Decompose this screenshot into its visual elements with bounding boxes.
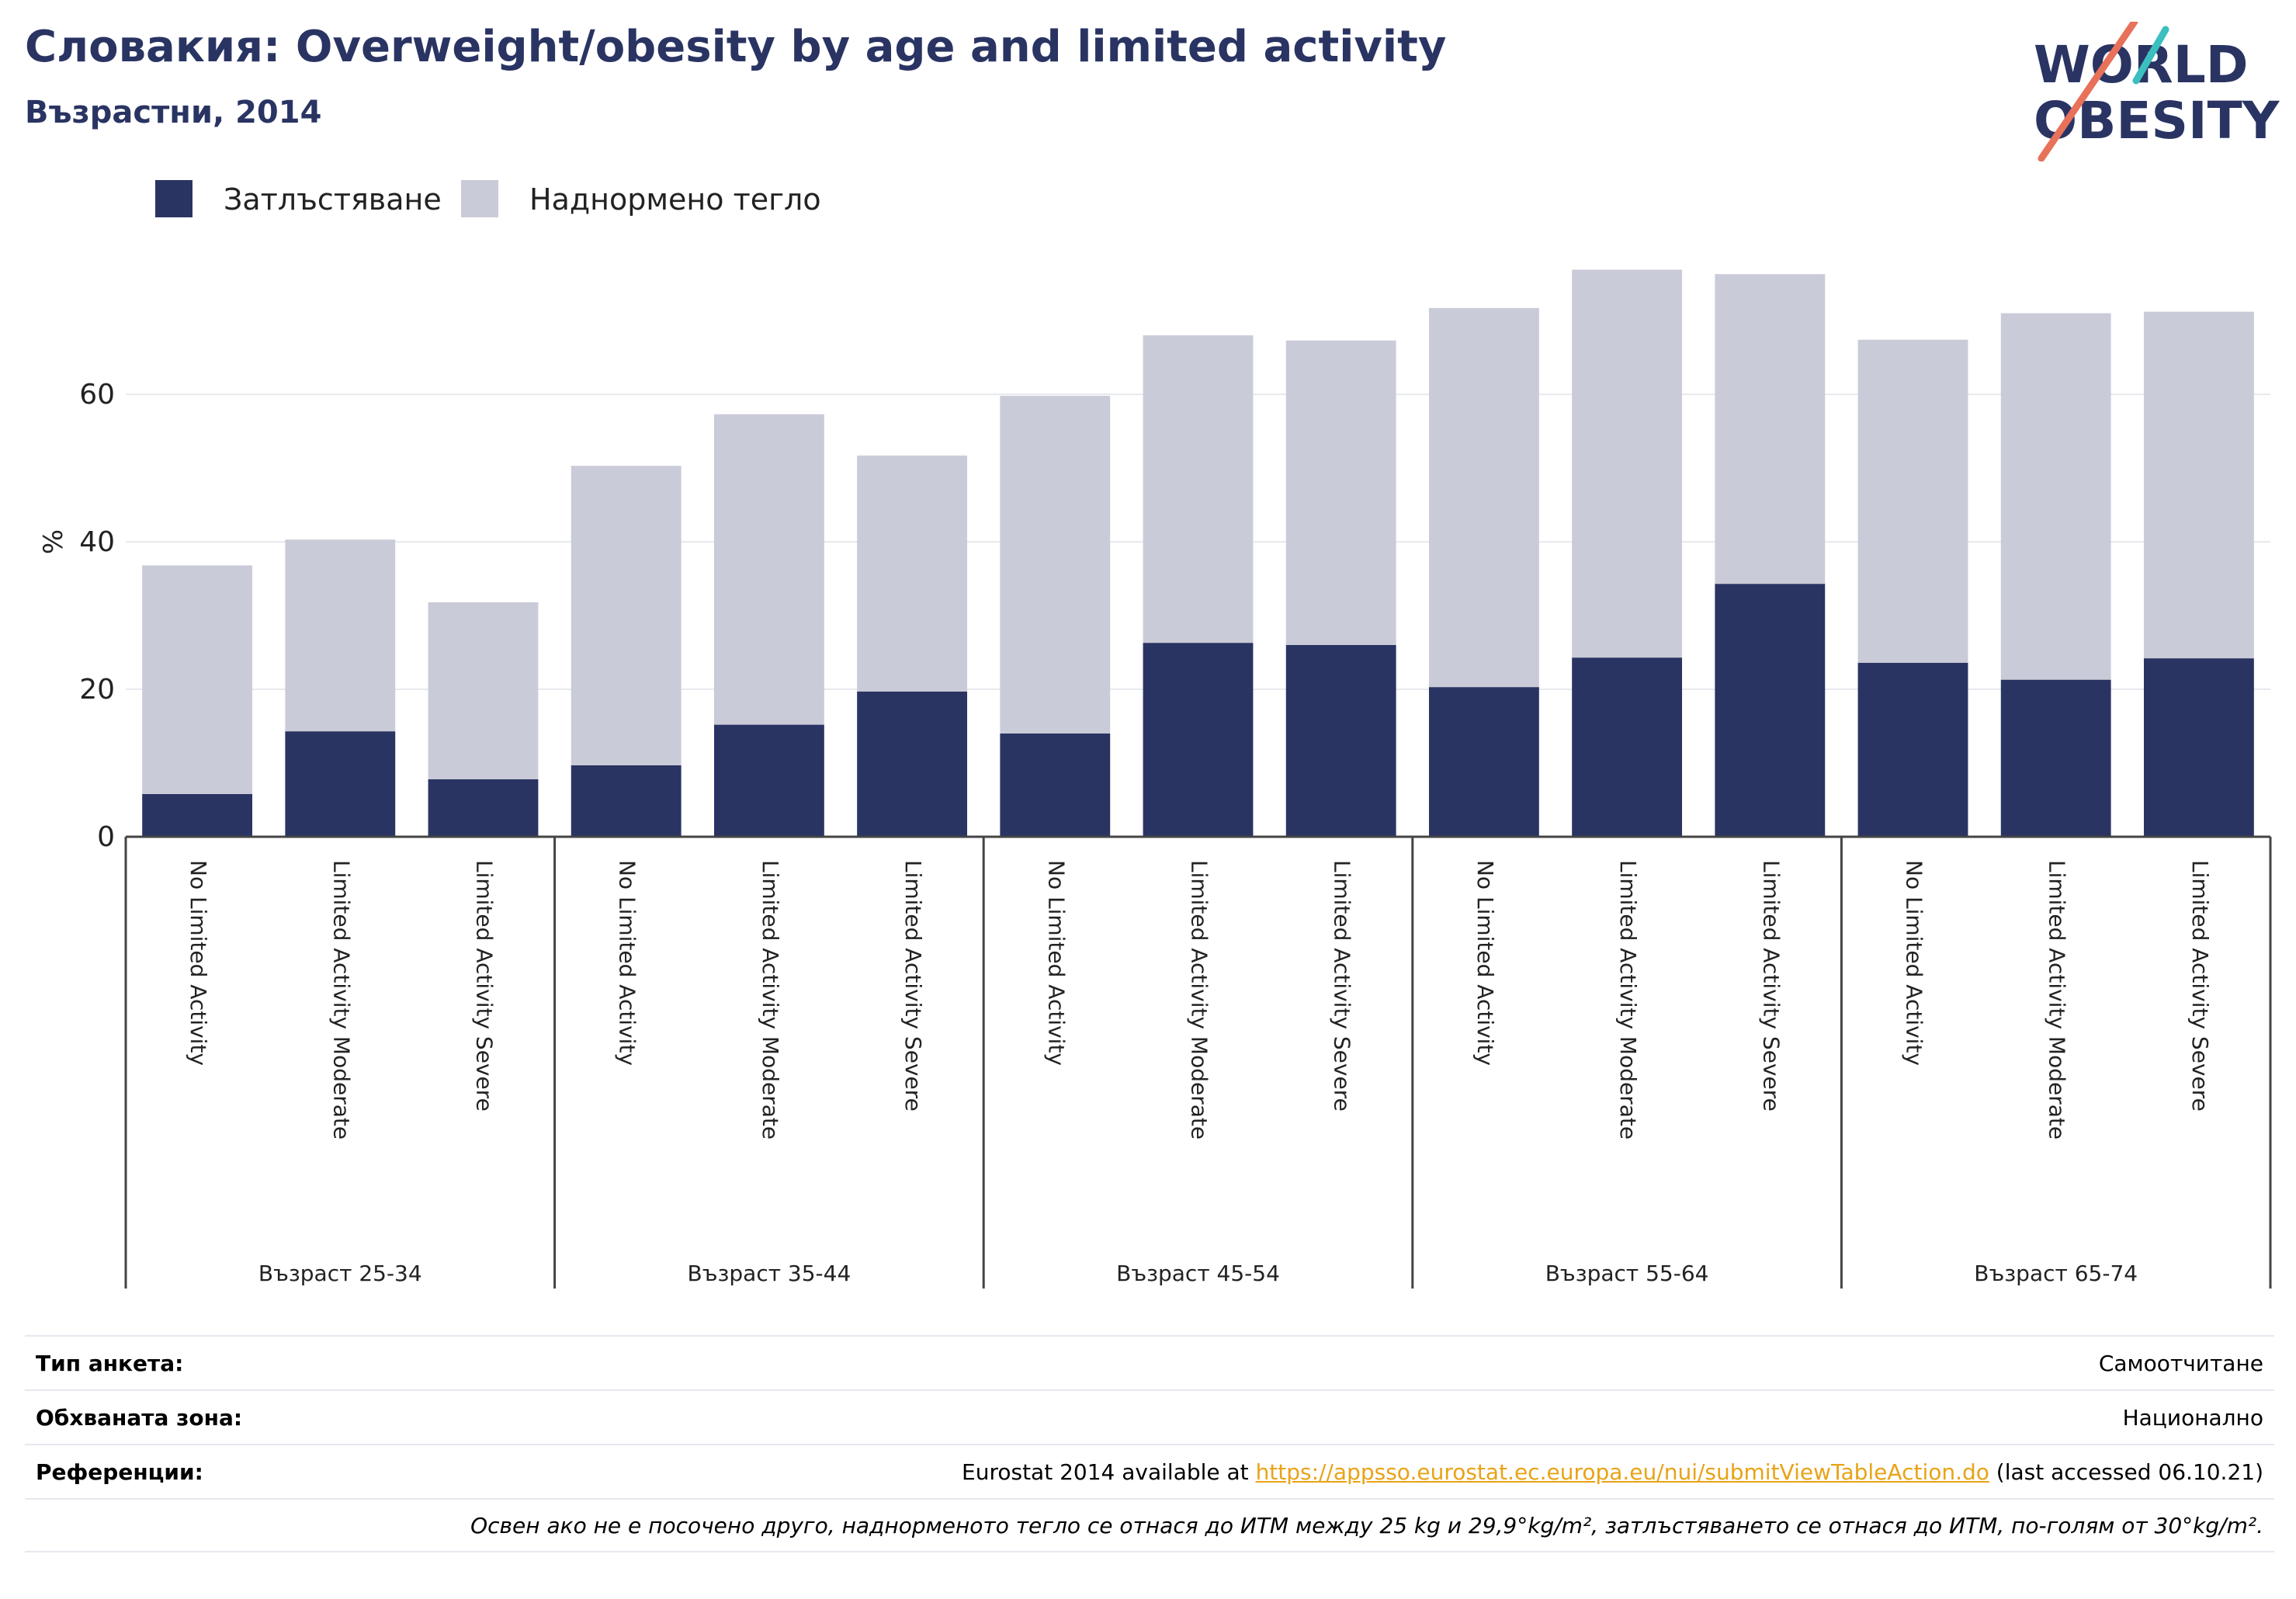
category-label: Limited Activity Severe xyxy=(2187,860,2213,1112)
bar-overweight xyxy=(1428,307,1539,688)
metadata-table: Тип анкета: Самоотчитане Обхваната зона:… xyxy=(25,1335,2274,1552)
bar-obesity xyxy=(285,731,396,837)
category-label: Limited Activity Severe xyxy=(1330,860,1355,1112)
bar-overweight xyxy=(571,466,682,765)
logo-slash-coral xyxy=(2038,22,2138,161)
bar-overweight xyxy=(1285,340,1396,645)
category-label: Limited Activity Severe xyxy=(900,860,926,1112)
bar-obesity xyxy=(1428,687,1539,837)
group-label: Възраст 25-34 xyxy=(258,1261,422,1286)
bar-obesity xyxy=(1143,643,1254,837)
bar-overweight xyxy=(1000,395,1111,734)
bar-overweight xyxy=(1715,274,1826,584)
bar-overweight xyxy=(1857,339,1968,663)
legend-swatch xyxy=(155,180,192,217)
bar-obesity xyxy=(1857,662,1968,837)
bar-obesity xyxy=(713,724,824,837)
y-tick-label: 60 xyxy=(79,379,115,411)
category-label: No Limited Activity xyxy=(1902,860,1927,1066)
bar-obesity xyxy=(1285,645,1396,837)
chart-subtitle: Възрастни, 2014 xyxy=(25,95,322,130)
logo-line1: WORLD xyxy=(2034,35,2249,95)
group-label: Възраст 35-44 xyxy=(688,1261,851,1286)
stacked-bar-chart: 0 20 40 60% Затлъстяване Наднормено тегло No L… xyxy=(38,180,2272,1289)
category-label: Limited Activity Moderate xyxy=(328,860,354,1139)
legend-label: Затлъстяване xyxy=(224,182,442,217)
coverage-row: Обхваната зона: Национално xyxy=(25,1389,2274,1444)
bar-overweight xyxy=(2000,313,2111,680)
bar-obesity xyxy=(142,793,253,837)
bar-overweight xyxy=(142,565,253,794)
category-label: Limited Activity Severe xyxy=(1758,860,1784,1112)
references-value: Eurostat 2014 available at https://appss… xyxy=(962,1459,2263,1485)
logo-line2: OBESITY xyxy=(2034,91,2280,151)
chart-title: Словакия: Overweight/obesity by age and … xyxy=(25,22,1447,72)
category-label: No Limited Activity xyxy=(615,860,640,1066)
survey-type-value: Самоотчитане xyxy=(2098,1350,2263,1376)
bar-overweight xyxy=(428,602,539,779)
definition-note-row: Освен ако не е посочено друго, наднормен… xyxy=(25,1498,2274,1552)
group-label: Възраст 65-74 xyxy=(1974,1261,2138,1286)
references-row: Референции: Eurostat 2014 available at h… xyxy=(25,1444,2274,1498)
bar-obesity xyxy=(1715,584,1826,837)
bar-overweight xyxy=(2143,311,2254,659)
group-label: Възраст 55-64 xyxy=(1545,1261,1709,1286)
category-label: No Limited Activity xyxy=(1043,860,1069,1066)
world-obesity-logo: WORLD OBESITY xyxy=(2034,22,2280,161)
category-label: Limited Activity Moderate xyxy=(758,860,783,1139)
coverage-label: Обхваната зона: xyxy=(36,1404,243,1431)
coverage-value: Национално xyxy=(2122,1404,2263,1431)
bar-overweight xyxy=(1572,269,1683,658)
bar-overweight xyxy=(1143,335,1254,643)
y-tick-label: 40 xyxy=(79,526,115,558)
bar-obesity xyxy=(857,691,968,837)
survey-type-row: Тип анкета: Самоотчитане xyxy=(25,1335,2274,1389)
category-label: Limited Activity Moderate xyxy=(1187,860,1212,1139)
logo-slash-teal xyxy=(2132,26,2169,85)
references-label: Референции: xyxy=(36,1459,203,1485)
bar-obesity xyxy=(2000,679,2111,837)
bar-overweight xyxy=(285,539,396,732)
category-label: Limited Activity Moderate xyxy=(2045,860,2070,1139)
y-axis-label: % xyxy=(38,529,69,554)
category-label: No Limited Activity xyxy=(186,860,211,1066)
y-tick-label: 20 xyxy=(79,674,115,706)
references-suffix: (last accessed 06.10.21) xyxy=(1989,1459,2263,1485)
bar-overweight xyxy=(713,414,824,725)
bar-overweight xyxy=(857,455,968,692)
bar-obesity xyxy=(428,779,539,837)
y-tick-label: 0 xyxy=(97,821,115,853)
group-label: Възраст 45-54 xyxy=(1116,1261,1280,1286)
bar-obesity xyxy=(1000,734,1111,837)
bar-obesity xyxy=(2143,658,2254,837)
bar-obesity xyxy=(1572,657,1683,837)
references-link[interactable]: https://appsso.eurostat.ec.europa.eu/nui… xyxy=(1255,1459,1989,1485)
references-prefix: Eurostat 2014 available at xyxy=(962,1459,1256,1485)
legend-label: Наднормено тегло xyxy=(529,182,821,217)
definition-note: Освен ако не е посочено друго, наднормен… xyxy=(470,1512,2263,1538)
category-label: Limited Activity Severe xyxy=(472,860,498,1112)
legend-swatch xyxy=(461,180,498,217)
survey-type-label: Тип анкета: xyxy=(36,1350,184,1376)
category-label: No Limited Activity xyxy=(1472,860,1498,1066)
category-label: Limited Activity Moderate xyxy=(1615,860,1641,1139)
bar-obesity xyxy=(571,765,682,837)
